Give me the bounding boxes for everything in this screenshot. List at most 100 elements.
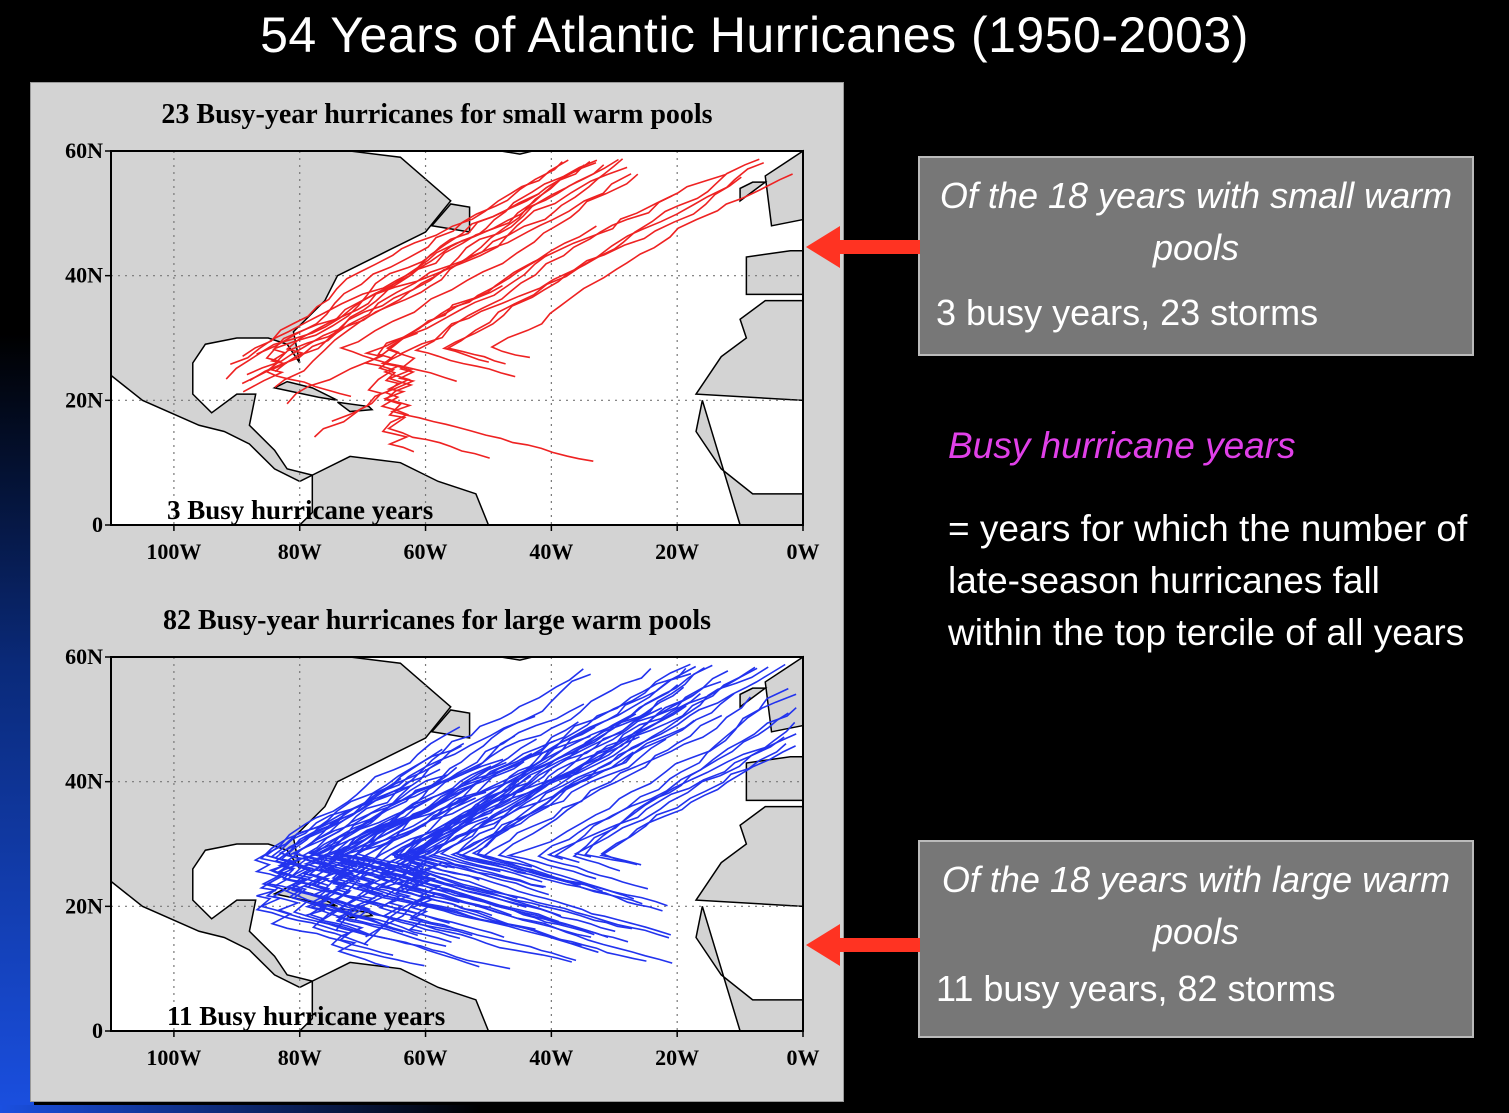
callout-large-heading: Of the 18 years with large warm pools <box>941 859 1451 952</box>
storm-track <box>242 173 632 393</box>
slide-title: 54 Years of Atlantic Hurricanes (1950-20… <box>260 7 1249 63</box>
figure-panel: 23 Busy-year hurricanes for small warm p… <box>30 82 844 1102</box>
x-tick-label: 80W <box>278 539 322 564</box>
x-tick-label: 20W <box>655 539 699 564</box>
storm-track <box>398 788 670 939</box>
storm-track <box>253 742 465 932</box>
storm-track <box>546 733 797 860</box>
x-tick-label: 80W <box>278 1045 322 1070</box>
x-tick-label: 20W <box>655 1045 699 1070</box>
storm-track <box>358 672 692 892</box>
x-tick-label: 60W <box>404 539 448 564</box>
storm-track <box>287 815 480 968</box>
storm-track <box>335 686 685 922</box>
storm-track <box>403 817 673 964</box>
storm-track <box>264 726 461 916</box>
storm-track <box>365 705 687 938</box>
storm-tracks <box>253 663 797 970</box>
y-tick-label: 20N <box>65 387 103 412</box>
busy-years-label: 11 Busy hurricane years <box>167 1001 445 1031</box>
y-tick-label: 40N <box>65 263 103 288</box>
slide-bottom-gradient <box>0 1105 480 1113</box>
x-tick-label: 0W <box>787 1045 820 1070</box>
map-title-small-warm-pools: 23 Busy-year hurricanes for small warm p… <box>161 99 713 130</box>
y-tick-label: 40N <box>65 769 103 794</box>
y-tick-label: 60N <box>65 138 103 163</box>
storm-track <box>256 161 563 355</box>
storm-track <box>455 738 667 905</box>
storm-track <box>270 777 402 956</box>
definition-heading: Busy hurricane years <box>948 425 1296 466</box>
definition-text: = years for which the number of late-sea… <box>948 508 1468 653</box>
storm-track <box>277 748 450 924</box>
y-tick-label: 20N <box>65 893 103 918</box>
storm-track <box>573 721 796 858</box>
callout-small-warm-pools: Of the 18 years with small warm pools 3 … <box>918 156 1474 356</box>
storm-track <box>422 692 701 889</box>
storm-track <box>583 736 785 866</box>
storm-track <box>300 668 652 868</box>
map-title-large-warm-pools: 82 Busy-year hurricanes for large warm p… <box>162 605 712 636</box>
arrow-small-warm-pools <box>806 226 920 268</box>
storm-track <box>331 195 673 423</box>
storm-track <box>320 738 537 937</box>
storm-track <box>249 158 624 382</box>
land-shape <box>110 150 452 483</box>
storm-track <box>319 680 722 923</box>
x-tick-label: 100W <box>146 539 201 564</box>
storm-track <box>241 164 585 385</box>
storm-track <box>377 254 548 453</box>
callout-small-body: 3 busy years, 23 storms <box>936 292 1319 333</box>
land-shape <box>297 961 490 1032</box>
x-tick-label: 100W <box>146 1045 201 1070</box>
arrow-large-warm-pools <box>806 924 920 966</box>
storm-track <box>600 743 787 864</box>
land-shape <box>110 656 452 989</box>
storm-track <box>553 707 797 864</box>
x-tick-label: 40W <box>529 1045 573 1070</box>
storm-track <box>230 160 591 366</box>
land-shape <box>337 401 374 413</box>
storm-track <box>490 173 793 359</box>
storm-track <box>334 797 616 933</box>
storm-track <box>426 693 695 888</box>
x-tick-label: 40W <box>529 539 573 564</box>
plot-frame <box>110 150 804 526</box>
callout-large-warm-pools: Of the 18 years with large warm pools 11… <box>918 840 1474 1038</box>
land-shape <box>272 380 338 402</box>
land-shape <box>430 709 471 739</box>
storm-track <box>273 668 584 887</box>
land-shape <box>745 249 804 296</box>
land-shape <box>297 455 490 526</box>
land-shape <box>764 149 804 227</box>
storm-track <box>471 719 695 900</box>
busy-years-label: 3 Busy hurricane years <box>167 495 433 525</box>
storm-track <box>290 784 461 940</box>
callout-large-body: 11 busy years, 82 storms <box>936 968 1336 1009</box>
storm-tracks <box>225 158 793 462</box>
storm-track <box>398 664 713 869</box>
storm-track <box>325 663 691 858</box>
y-tick-label: 0 <box>92 1018 103 1043</box>
storm-track <box>328 793 454 967</box>
x-tick-label: 60W <box>404 1045 448 1070</box>
storm-track <box>599 745 796 866</box>
map-large-warm-pools: 60N 40N 20N 0 100W 80W 60W 40W 20W 0W 11 Busy hurr… <box>65 644 820 1070</box>
storm-track <box>481 696 752 893</box>
storm-track <box>338 173 639 383</box>
plot-frame <box>110 656 804 1032</box>
callout-small-heading: Of the 18 years with small warm pools <box>939 175 1453 268</box>
storm-track <box>446 162 764 365</box>
x-tick-label: 0W <box>787 539 820 564</box>
storm-track <box>505 687 789 880</box>
y-tick-label: 0 <box>92 512 103 537</box>
y-tick-label: 60N <box>65 644 103 669</box>
land-shape <box>764 655 804 733</box>
storm-track <box>572 712 789 872</box>
map-small-warm-pools: 60N 40N 20N 0 100W 80W 60W 40W 20W 0W 3 Busy hurri… <box>65 138 820 564</box>
storm-track <box>537 693 797 890</box>
storm-track <box>317 838 511 970</box>
storm-track <box>329 823 599 954</box>
storm-track <box>351 791 595 936</box>
slide-edge-gradient <box>0 0 34 1113</box>
